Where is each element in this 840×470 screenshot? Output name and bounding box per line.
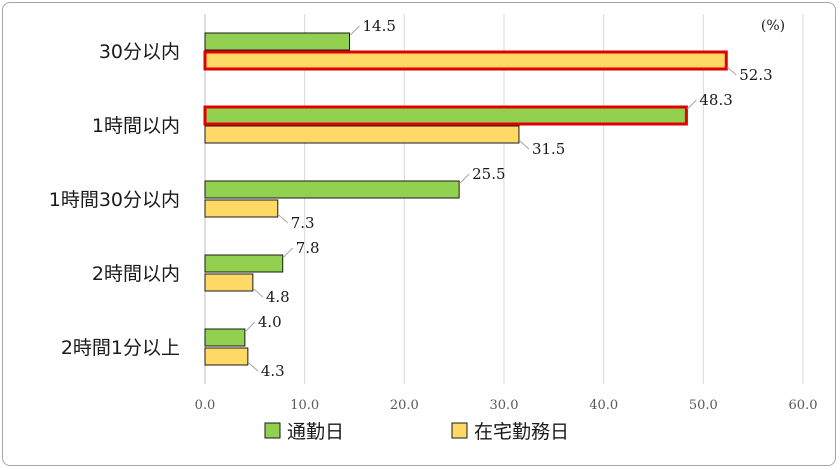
bar-1-1 — [204, 125, 520, 144]
legend-label-0: 通勤日 — [287, 421, 344, 443]
data-label-1-0: 52.3 — [739, 66, 772, 84]
bar-1-2 — [204, 199, 279, 218]
leader-1-1 — [519, 140, 530, 150]
data-label-0-1: 48.3 — [699, 91, 732, 109]
leader-0-0 — [350, 25, 360, 36]
bar-1-3 — [204, 273, 254, 292]
unit-label: (%) — [761, 18, 785, 34]
x-tick-label-5: 50.0 — [689, 398, 718, 413]
leader-0-2 — [459, 173, 470, 184]
bar-0-1 — [203, 105, 688, 126]
leader-0-1 — [687, 99, 697, 110]
data-label-1-1: 31.5 — [532, 140, 565, 158]
category-label-2: 1時間30分以内 — [49, 189, 180, 211]
leader-1-2 — [278, 214, 289, 224]
data-label-1-2: 7.3 — [291, 214, 315, 232]
leader-0-4 — [245, 321, 256, 332]
x-tick-label-2: 20.0 — [390, 398, 419, 413]
bar-1-0 — [203, 50, 728, 71]
leader-0-3 — [283, 247, 294, 258]
leader-1-0 — [726, 66, 737, 76]
category-label-0: 30分以内 — [99, 41, 180, 63]
legend-swatch-0 — [264, 422, 281, 439]
legend-label-1: 在宅勤務日 — [474, 421, 569, 443]
bar-1-4 — [204, 347, 249, 366]
x-tick-label-1: 10.0 — [290, 398, 319, 413]
legend-swatch-1 — [451, 422, 468, 439]
x-tick-label-3: 30.0 — [490, 398, 519, 413]
category-label-1: 1時間以内 — [92, 115, 180, 137]
category-label-4: 2時間1分以上 — [61, 337, 180, 359]
x-tick-label-0: 0.0 — [195, 398, 216, 413]
bar-0-3 — [204, 254, 284, 273]
data-label-0-2: 25.5 — [472, 165, 505, 183]
leader-1-3 — [253, 288, 264, 298]
leader-1-4 — [248, 362, 259, 372]
x-tick-label-4: 40.0 — [589, 398, 618, 413]
data-label-0-0: 14.5 — [363, 17, 396, 35]
data-label-0-4: 4.0 — [258, 313, 282, 331]
bar-0-2 — [204, 180, 460, 199]
data-label-1-3: 4.8 — [266, 288, 290, 306]
x-tick-label-6: 60.0 — [789, 398, 818, 413]
bar-0-4 — [204, 328, 246, 347]
data-label-1-4: 4.3 — [261, 362, 285, 380]
category-label-3: 2時間以内 — [92, 263, 180, 285]
data-label-0-3: 7.8 — [296, 239, 320, 257]
bar-0-0 — [204, 32, 351, 51]
